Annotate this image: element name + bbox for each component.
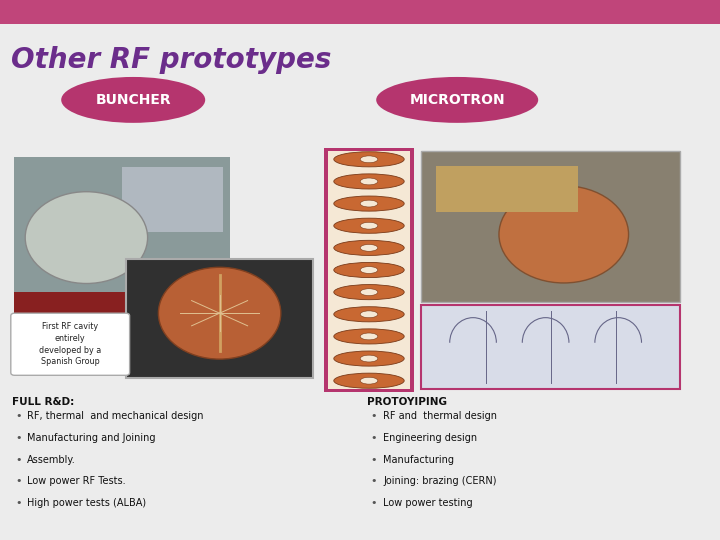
Bar xyxy=(0,0,720,24)
Ellipse shape xyxy=(360,355,378,362)
Ellipse shape xyxy=(360,245,378,251)
Ellipse shape xyxy=(360,333,378,340)
Text: PROTOYIPING: PROTOYIPING xyxy=(367,397,447,407)
Text: •: • xyxy=(16,498,22,508)
Text: High power tests (ALBA): High power tests (ALBA) xyxy=(27,498,146,508)
Ellipse shape xyxy=(334,218,404,233)
Text: FULL R&D:: FULL R&D: xyxy=(12,397,74,407)
Bar xyxy=(14,292,230,313)
Bar xyxy=(421,151,680,302)
FancyBboxPatch shape xyxy=(11,313,130,375)
Circle shape xyxy=(25,192,148,284)
Bar xyxy=(421,305,680,389)
Text: •: • xyxy=(371,455,377,465)
Ellipse shape xyxy=(334,307,404,322)
Ellipse shape xyxy=(334,262,404,278)
Ellipse shape xyxy=(61,77,205,123)
Ellipse shape xyxy=(360,222,378,229)
Ellipse shape xyxy=(376,77,539,123)
Ellipse shape xyxy=(360,311,378,318)
Text: RF and  thermal design: RF and thermal design xyxy=(383,411,497,422)
Bar xyxy=(324,148,414,392)
Bar xyxy=(328,151,410,389)
Text: BUNCHER: BUNCHER xyxy=(95,93,171,107)
Text: •: • xyxy=(371,498,377,508)
Ellipse shape xyxy=(360,156,378,163)
Ellipse shape xyxy=(334,174,404,189)
Circle shape xyxy=(158,267,281,359)
Text: •: • xyxy=(16,411,22,422)
Text: •: • xyxy=(16,476,22,487)
Bar xyxy=(126,259,313,378)
Text: Joining: brazing (CERN): Joining: brazing (CERN) xyxy=(383,476,497,487)
Ellipse shape xyxy=(334,240,404,255)
Ellipse shape xyxy=(334,285,404,300)
Text: •: • xyxy=(371,433,377,443)
Text: Manufacturing and Joining: Manufacturing and Joining xyxy=(27,433,156,443)
Ellipse shape xyxy=(334,373,404,388)
Text: RF, thermal  and mechanical design: RF, thermal and mechanical design xyxy=(27,411,204,422)
Ellipse shape xyxy=(360,200,378,207)
Ellipse shape xyxy=(334,152,404,167)
Text: Manufacturing: Manufacturing xyxy=(383,455,454,465)
Text: •: • xyxy=(371,476,377,487)
Text: Assembly.: Assembly. xyxy=(27,455,76,465)
Text: Low power testing: Low power testing xyxy=(383,498,472,508)
Ellipse shape xyxy=(334,196,404,211)
Ellipse shape xyxy=(334,329,404,344)
Bar xyxy=(436,166,578,212)
Text: Low power RF Tests.: Low power RF Tests. xyxy=(27,476,126,487)
Circle shape xyxy=(499,186,629,283)
Bar xyxy=(14,157,230,313)
Text: MICROTRON: MICROTRON xyxy=(410,93,505,107)
Text: •: • xyxy=(371,411,377,422)
Ellipse shape xyxy=(360,178,378,185)
Ellipse shape xyxy=(334,351,404,366)
Ellipse shape xyxy=(360,289,378,295)
Text: •: • xyxy=(16,433,22,443)
Text: Engineering design: Engineering design xyxy=(383,433,477,443)
Text: First RF cavity
entirely
developed by a
Spanish Group: First RF cavity entirely developed by a … xyxy=(39,322,102,367)
Ellipse shape xyxy=(360,377,378,384)
Ellipse shape xyxy=(360,267,378,273)
Text: •: • xyxy=(16,455,22,465)
Bar xyxy=(122,167,223,232)
Text: Other RF prototypes: Other RF prototypes xyxy=(11,46,331,74)
